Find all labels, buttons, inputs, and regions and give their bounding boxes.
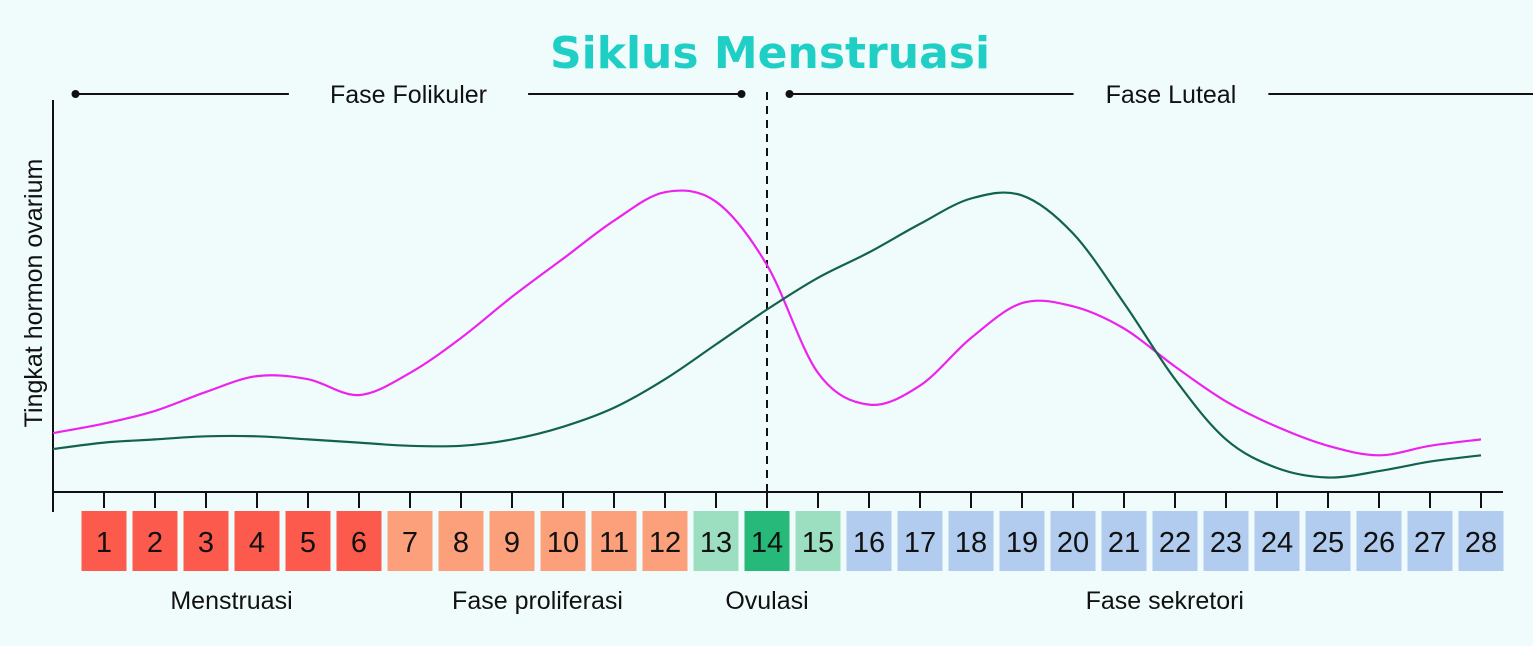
- day-number: 14: [751, 527, 783, 559]
- day-box: [132, 511, 178, 571]
- day-box: [234, 511, 280, 571]
- day-box: [336, 511, 382, 571]
- day-number: 17: [904, 527, 936, 559]
- day-box: [744, 511, 790, 571]
- day-number: 5: [300, 527, 316, 559]
- day-number: 10: [547, 527, 579, 559]
- day-number: 20: [1057, 527, 1089, 559]
- day-number: 24: [1261, 527, 1293, 559]
- phase-label-folikuler: Fase Folikuler: [330, 81, 487, 109]
- day-box: [795, 511, 841, 571]
- stage-label: Ovulasi: [725, 587, 808, 615]
- day-number: 26: [1363, 527, 1395, 559]
- day-box: [846, 511, 892, 571]
- day-box: [285, 511, 331, 571]
- day-box: [1407, 511, 1453, 571]
- day-number: 28: [1465, 527, 1497, 559]
- day-box: [1050, 511, 1096, 571]
- day-box: [591, 511, 637, 571]
- day-box: [897, 511, 943, 571]
- day-box: [1356, 511, 1402, 571]
- day-number: 1: [96, 527, 112, 559]
- day-box: [948, 511, 994, 571]
- day-number: 11: [599, 527, 629, 559]
- day-number: 6: [351, 527, 367, 559]
- phase-bracket-end: [737, 90, 746, 98]
- day-box: [1254, 511, 1300, 571]
- day-number: 16: [853, 527, 885, 559]
- day-number: 9: [504, 527, 520, 559]
- day-box: [540, 511, 586, 571]
- stage-label: Fase sekretori: [1086, 587, 1244, 615]
- day-number: 12: [649, 527, 681, 559]
- phase-bracket-end: [785, 90, 794, 98]
- day-box: [999, 511, 1045, 571]
- phase-label-luteal: Fase Luteal: [1106, 81, 1237, 109]
- day-number: 18: [955, 527, 987, 559]
- day-box: [1458, 511, 1504, 571]
- chart-title: Siklus Menstruasi: [550, 28, 990, 79]
- y-axis-label: Tingkat hormon ovarium: [20, 159, 48, 428]
- day-number: 19: [1006, 527, 1038, 559]
- day-box: [438, 511, 484, 571]
- phase-bracket-end: [71, 90, 80, 98]
- day-box: [642, 511, 688, 571]
- day-number: 7: [402, 527, 418, 559]
- stage-label: Menstruasi: [170, 587, 292, 615]
- day-number: 15: [802, 527, 834, 559]
- day-box: [1152, 511, 1198, 571]
- day-box: [1101, 511, 1147, 571]
- day-number: 13: [700, 527, 732, 559]
- day-number: 4: [249, 527, 265, 559]
- day-box: [81, 511, 127, 571]
- day-number: 8: [453, 527, 469, 559]
- day-number: 27: [1414, 527, 1446, 559]
- day-box: [693, 511, 739, 571]
- day-box: [1203, 511, 1249, 571]
- day-number: 23: [1210, 527, 1242, 559]
- day-number: 3: [198, 527, 214, 559]
- hormone-curve-magenta: [52, 189, 1482, 457]
- day-number: 2: [147, 527, 163, 559]
- day-box: [183, 511, 229, 571]
- day-box: [489, 511, 535, 571]
- day-number: 25: [1312, 527, 1344, 559]
- day-box: [387, 511, 433, 571]
- day-number: 21: [1108, 527, 1140, 559]
- day-box: [1305, 511, 1351, 571]
- stage-label: Fase proliferasi: [452, 587, 623, 615]
- hormone-curve-green: [52, 191, 1482, 479]
- day-number: 22: [1159, 527, 1191, 559]
